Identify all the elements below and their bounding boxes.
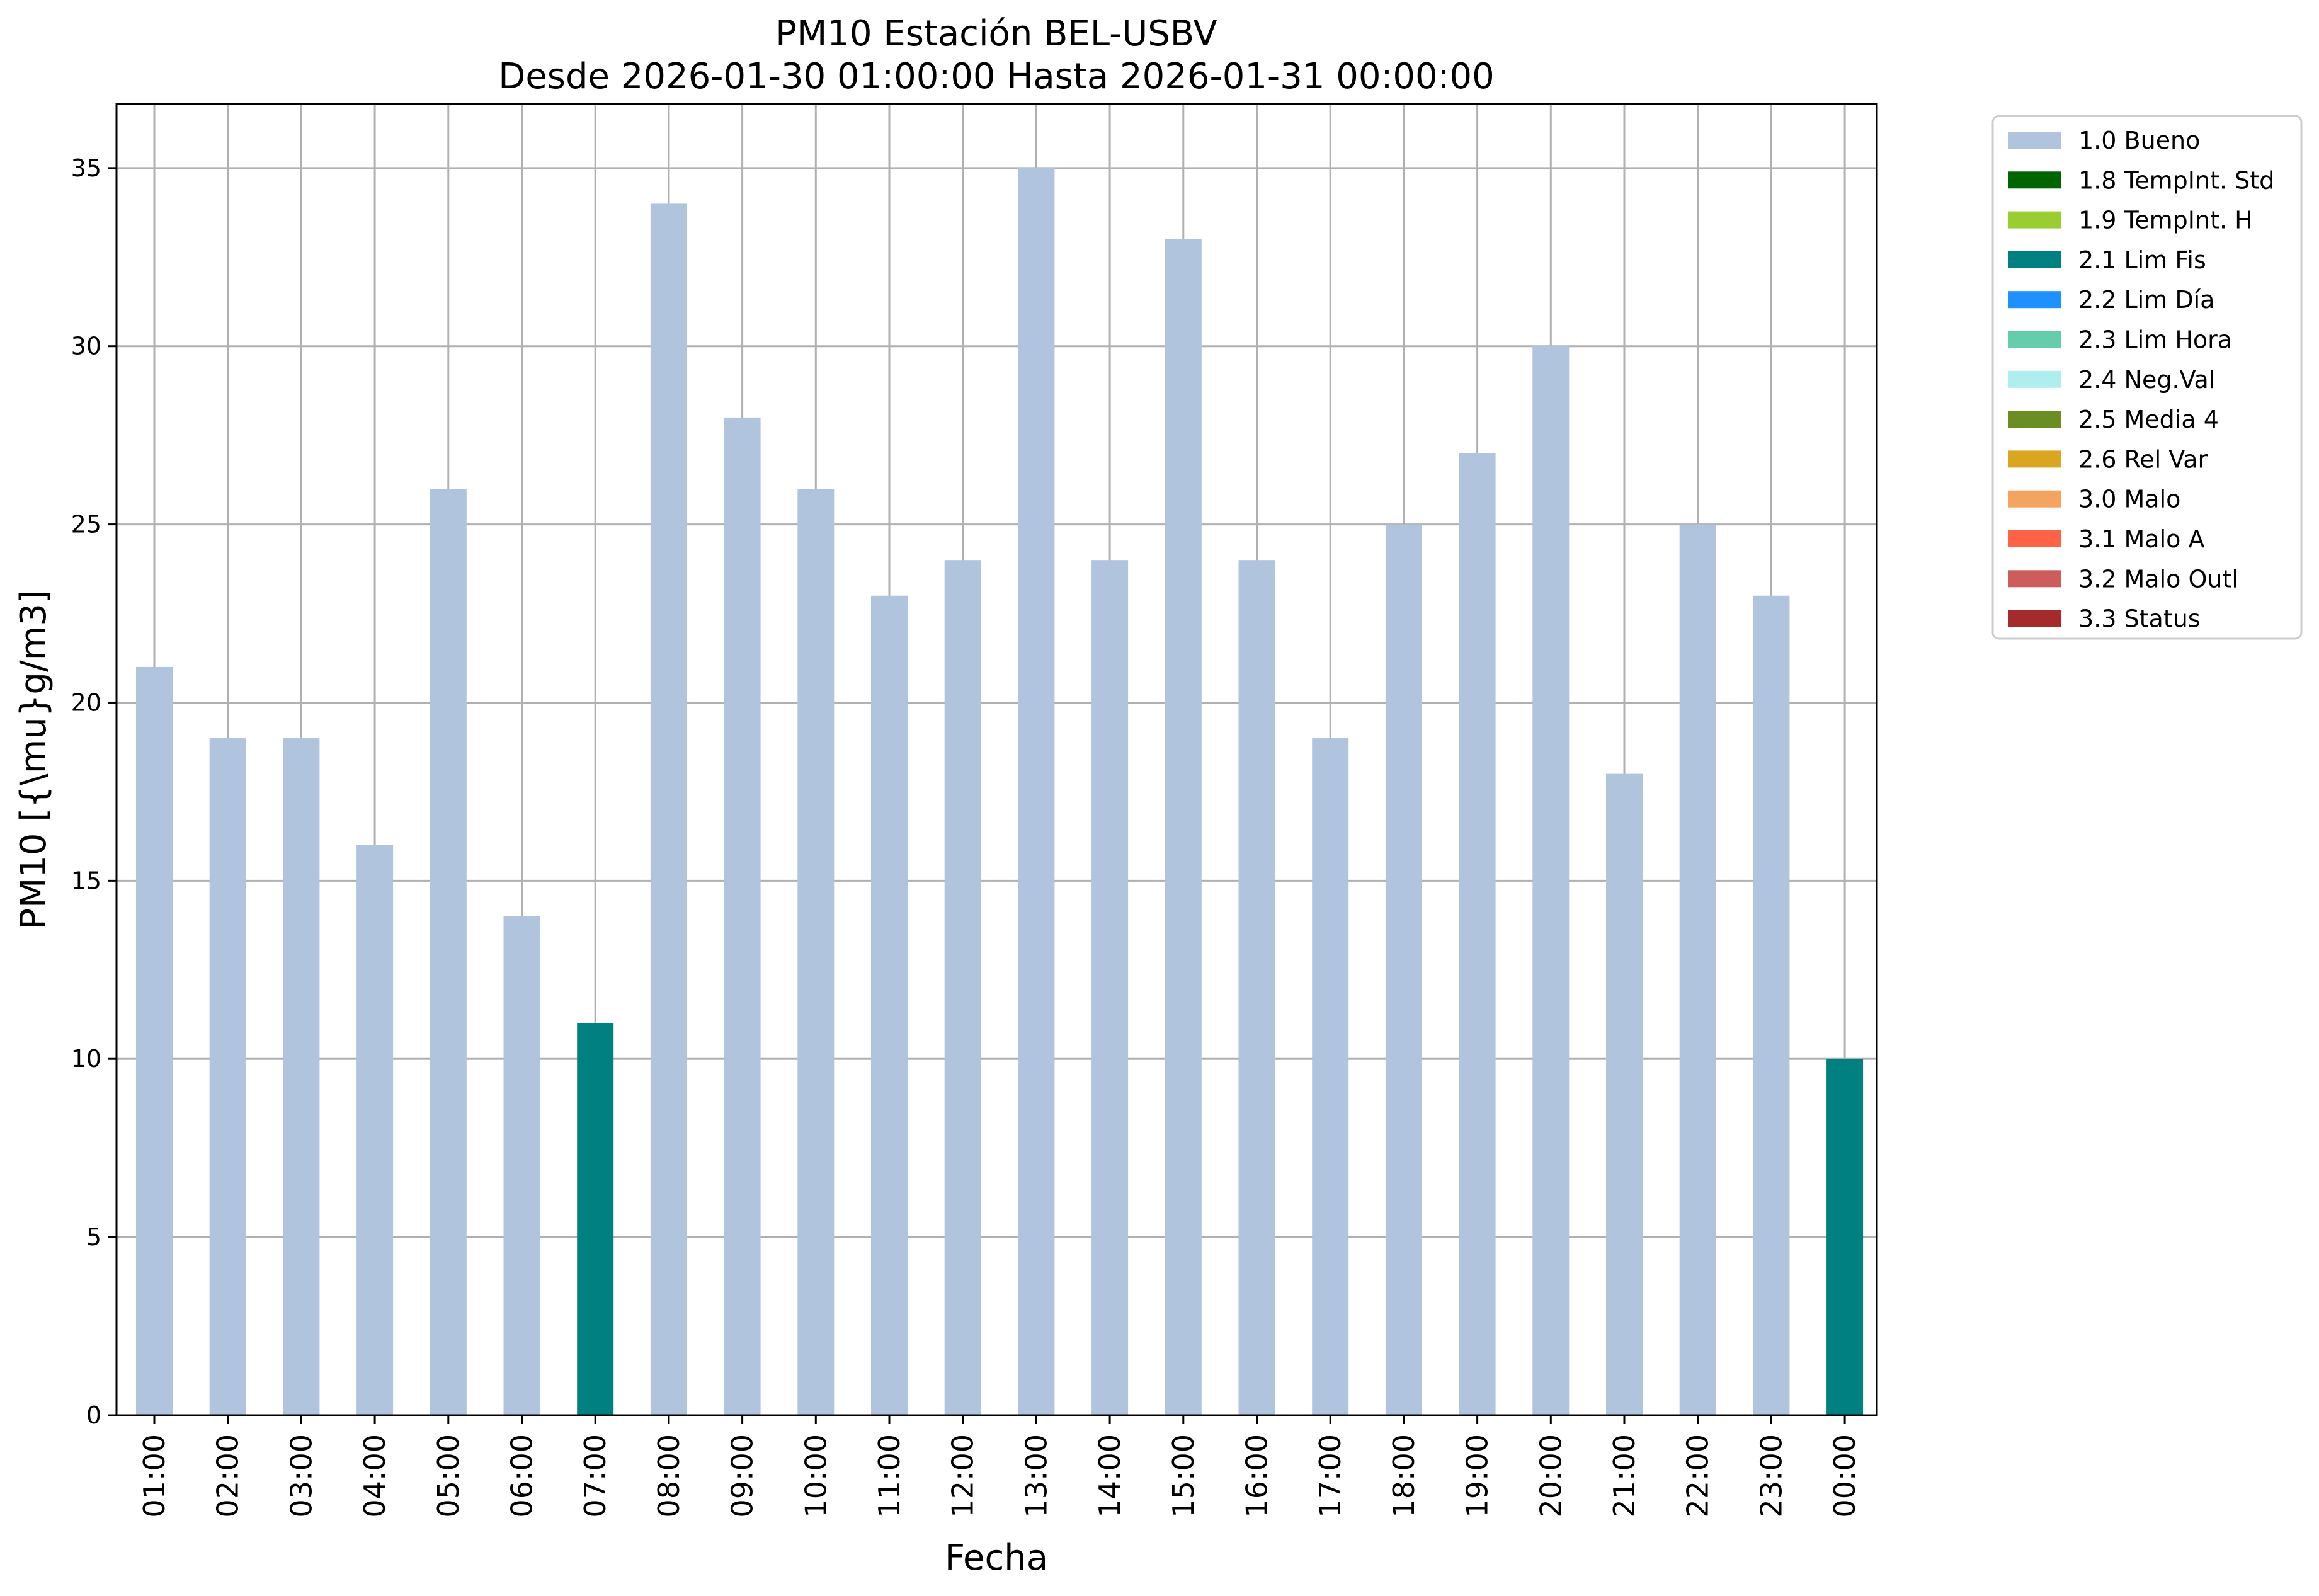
x-axis-label: Fecha xyxy=(945,1537,1048,1578)
legend-swatch xyxy=(2008,530,2061,547)
y-tick-label: 15 xyxy=(71,867,101,894)
x-tick-label: 12:00 xyxy=(946,1434,980,1518)
x-tick-label: 17:00 xyxy=(1313,1434,1347,1518)
bar-00:00 xyxy=(1826,1059,1864,1415)
bars xyxy=(136,168,1864,1416)
legend-swatch xyxy=(2008,251,2061,268)
bar-12:00 xyxy=(944,560,981,1416)
legend-swatch xyxy=(2008,370,2061,388)
y-tick-label: 35 xyxy=(71,154,101,182)
y-tick-label: 30 xyxy=(71,333,101,360)
bar-01:00 xyxy=(136,666,173,1415)
bar-20:00 xyxy=(1532,346,1570,1415)
x-tick-label: 20:00 xyxy=(1534,1434,1568,1518)
legend-label: 3.2 Malo Outl xyxy=(2078,565,2238,593)
bar-03:00 xyxy=(283,738,320,1415)
legend-label: 3.1 Malo A xyxy=(2078,525,2204,553)
legend-swatch xyxy=(2008,411,2061,428)
bar-17:00 xyxy=(1312,738,1349,1415)
x-tick-label: 03:00 xyxy=(284,1434,318,1518)
bar-08:00 xyxy=(650,203,687,1415)
x-tick-label: 18:00 xyxy=(1387,1434,1421,1518)
x-tick-label: 07:00 xyxy=(578,1434,612,1518)
bar-23:00 xyxy=(1753,595,1790,1415)
legend-label: 2.6 Rel Var xyxy=(2078,445,2208,473)
x-tick-label: 04:00 xyxy=(358,1434,392,1518)
legend-swatch xyxy=(2008,171,2061,189)
legend-label: 1.0 Bueno xyxy=(2078,127,2200,154)
bar-19:00 xyxy=(1459,453,1496,1415)
bar-04:00 xyxy=(356,845,394,1415)
legend-swatch xyxy=(2008,291,2061,309)
x-tick-label: 21:00 xyxy=(1607,1434,1641,1518)
x-tick-label: 02:00 xyxy=(211,1434,245,1518)
legend-swatch xyxy=(2008,132,2061,149)
legend-label: 2.1 Lim Fis xyxy=(2078,246,2206,274)
legend-swatch xyxy=(2008,570,2061,588)
y-tick-label: 10 xyxy=(71,1045,101,1073)
x-tick-label: 19:00 xyxy=(1461,1434,1495,1518)
legend: 1.0 Bueno 1.8 TempInt. Std 1.9 TempInt. H 2… xyxy=(1991,115,2303,640)
bar-21:00 xyxy=(1606,773,1643,1415)
legend-swatch xyxy=(2008,490,2061,508)
bar-02:00 xyxy=(209,738,246,1415)
bar-09:00 xyxy=(724,417,761,1415)
legend-label: 3.3 Status xyxy=(2078,605,2201,633)
legend-swatch xyxy=(2008,211,2061,229)
bar-18:00 xyxy=(1385,524,1422,1415)
x-tick-label: 22:00 xyxy=(1681,1434,1715,1518)
y-tick-label: 20 xyxy=(71,688,101,716)
x-tick-label: 09:00 xyxy=(726,1434,760,1518)
legend-label: 1.8 TempInt. Std xyxy=(2078,166,2274,194)
legend-label: 2.5 Media 4 xyxy=(2078,406,2219,433)
bar-22:00 xyxy=(1679,524,1716,1415)
x-tick-label: 23:00 xyxy=(1754,1434,1788,1518)
y-tick-label: 5 xyxy=(86,1223,101,1251)
x-tick-label: 01:00 xyxy=(137,1434,171,1518)
bar-11:00 xyxy=(871,595,908,1415)
x-tick-label: 11:00 xyxy=(872,1434,906,1518)
bar-13:00 xyxy=(1018,168,1055,1416)
legend-swatch xyxy=(2008,331,2061,348)
legend-label: 2.2 Lim Día xyxy=(2078,286,2214,314)
chart-subtitle: Desde 2026-01-30 01:00:00 Hasta 2026-01-… xyxy=(498,56,1495,97)
plot-frame xyxy=(115,103,1878,1416)
bar-06:00 xyxy=(503,916,540,1415)
legend-label: 2.4 Neg.Val xyxy=(2078,366,2215,394)
y-axis-label: PM10 [{\mu}g/m3] xyxy=(13,590,54,930)
x-tick-label: 06:00 xyxy=(505,1434,539,1518)
x-tick-label: 00:00 xyxy=(1828,1434,1862,1518)
y-tick-label: 25 xyxy=(71,511,101,539)
x-tick-label: 15:00 xyxy=(1166,1434,1200,1518)
x-tick-label: 05:00 xyxy=(431,1434,465,1518)
legend-label: 3.0 Malo xyxy=(2078,486,2180,513)
y-tick-label: 0 xyxy=(86,1401,101,1429)
x-tick-label: 08:00 xyxy=(652,1434,686,1518)
bar-10:00 xyxy=(797,489,835,1415)
x-tick-label: 14:00 xyxy=(1093,1434,1127,1518)
bar-07:00 xyxy=(577,1023,614,1415)
chart-title: PM10 Estación BEL-USBV xyxy=(775,13,1217,54)
x-axis-ticks: 01:00 02:00 03:00 04:00 05:00 06:00 07:00 08:00… xyxy=(137,1415,1862,1518)
legend-label: 1.9 TempInt. H xyxy=(2078,207,2253,234)
y-axis-ticks: 0 5 10 15 20 25 30 35 xyxy=(71,154,117,1429)
legend-swatch xyxy=(2008,450,2061,468)
x-tick-label: 10:00 xyxy=(799,1434,833,1518)
legend-label: 2.3 Lim Hora xyxy=(2078,326,2232,354)
bar-16:00 xyxy=(1238,560,1275,1416)
legend-box xyxy=(1991,115,2303,640)
bar-15:00 xyxy=(1165,239,1202,1415)
legend-swatch xyxy=(2008,610,2061,627)
bar-14:00 xyxy=(1091,560,1129,1416)
bar-05:00 xyxy=(430,489,467,1415)
x-tick-label: 13:00 xyxy=(1019,1434,1053,1518)
x-tick-label: 16:00 xyxy=(1240,1434,1274,1518)
